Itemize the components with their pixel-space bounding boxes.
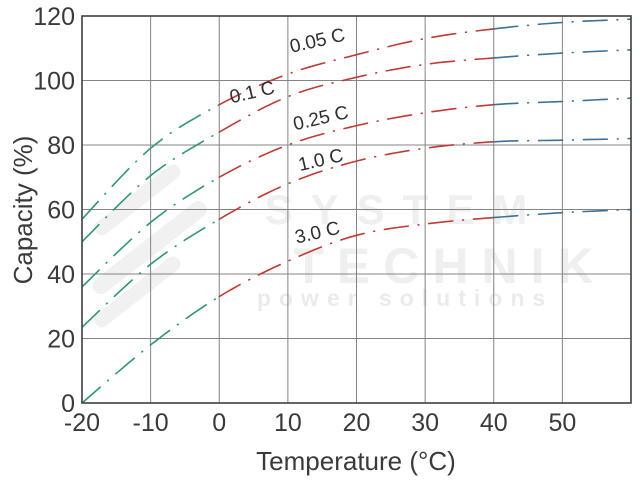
curve-series-2-segment (82, 176, 221, 288)
x-tick-label: 30 (411, 409, 439, 437)
curve-series-0-segment (82, 103, 221, 220)
grid-layer (81, 15, 631, 404)
curve-series-1-segment (493, 49, 631, 59)
curve-series-4-segment (218, 216, 495, 298)
curve-series-2-segment (493, 97, 631, 106)
curve-series-3-segment (82, 218, 221, 328)
curve-series-4-segment (82, 295, 221, 403)
x-axis-title: Temperature (°C) (256, 446, 456, 476)
curve-series-1-segment (218, 57, 495, 133)
watermark-line2: TECHNIK (293, 238, 606, 294)
curve-series-4-segment (493, 208, 631, 219)
curve-label-series-0: 0.05 C (288, 25, 347, 58)
curve-label-series-3: 1.0 C (296, 145, 345, 176)
x-tick-label: 50 (548, 409, 576, 437)
x-tick-label: -20 (64, 409, 100, 437)
curves-layer (82, 18, 631, 403)
x-tick-label: 40 (480, 409, 508, 437)
x-tick-label: 10 (274, 409, 302, 437)
curve-series-2-segment (218, 103, 495, 178)
curve-label-series-2: 0.25 C (291, 102, 350, 135)
watermark-logo (92, 164, 207, 328)
watermark: SYSTEM TECHNIK power solutions (92, 164, 606, 328)
x-tick-label: 0 (212, 409, 226, 437)
tick-labels-layer: -20 -10 0 10 20 30 40 50 0 20 40 60 80 100 120 (33, 3, 576, 437)
y-tick-label: 40 (47, 261, 75, 289)
y-tick-label: 80 (47, 132, 75, 160)
curve-series-0-segment (218, 28, 495, 106)
y-tick-label: 100 (33, 68, 75, 96)
curve-series-1-segment (82, 131, 221, 243)
x-tick-label: 20 (343, 409, 371, 437)
curve-series-3-segment (218, 141, 495, 220)
curve-series-3-segment (493, 137, 631, 143)
curve-series-0-segment (493, 18, 631, 30)
y-tick-label: 60 (47, 197, 75, 225)
curve-label-series-1: 0.1 C (228, 78, 277, 109)
y-tick-label: 0 (61, 390, 75, 418)
y-tick-label: 120 (33, 3, 75, 31)
watermark-line3: power solutions (257, 285, 553, 311)
plot-border (81, 15, 632, 404)
x-tick-label: -10 (133, 409, 169, 437)
y-tick-label: 20 (47, 326, 75, 354)
y-axis-title: Capacity (%) (8, 136, 38, 285)
